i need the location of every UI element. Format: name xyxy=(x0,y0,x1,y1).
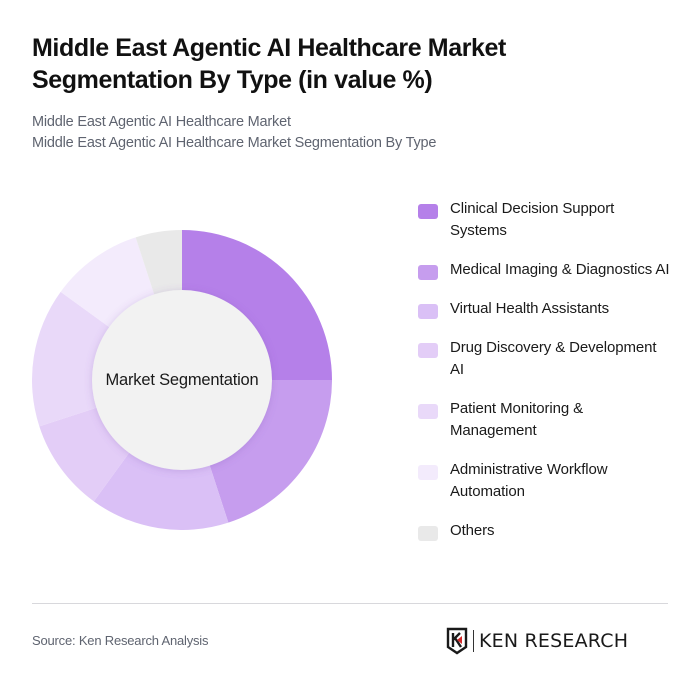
ken-research-shield-icon xyxy=(446,627,468,655)
legend-item[interactable]: Patient Monitoring & Management xyxy=(418,398,680,442)
legend-item[interactable]: Clinical Decision Support Systems xyxy=(418,198,680,242)
subtitle-line-2: Middle East Agentic AI Healthcare Market… xyxy=(32,135,437,151)
legend-label: Patient Monitoring & Management xyxy=(450,400,584,439)
legend-label: Drug Discovery & Development AI xyxy=(450,339,657,378)
legend-label: Medical Imaging & Diagnostics AI xyxy=(450,261,670,278)
legend-item[interactable]: Drug Discovery & Development AI xyxy=(418,337,680,381)
legend-swatch-icon xyxy=(418,465,438,480)
legend-label: Clinical Decision Support Systems xyxy=(450,200,615,239)
legend-item[interactable]: Medical Imaging & Diagnostics AI xyxy=(418,259,680,281)
legend-item[interactable]: Others xyxy=(418,520,680,542)
legend-label: Others xyxy=(450,522,495,539)
legend-swatch-icon xyxy=(418,265,438,280)
legend-swatch-icon xyxy=(418,404,438,419)
legend-label: Virtual Health Assistants xyxy=(450,300,609,317)
legend-swatch-icon xyxy=(418,304,438,319)
donut-svg xyxy=(32,230,332,530)
legend-swatch-icon xyxy=(418,343,438,358)
legend-swatch-icon xyxy=(418,204,438,219)
chart-title: Middle East Agentic AI Healthcare Market… xyxy=(32,34,506,94)
subtitle-line-1: Middle East Agentic AI Healthcare Market xyxy=(32,114,291,130)
donut-hole xyxy=(92,290,272,470)
donut-slice-clinical-decision-support-systems[interactable] xyxy=(182,230,332,380)
legend-swatch-icon xyxy=(418,526,438,541)
legend-item[interactable]: Administrative Workflow Automation xyxy=(418,459,680,503)
source-note: Source: Ken Research Analysis xyxy=(32,633,209,648)
donut-chart: Market Segmentation xyxy=(32,230,332,530)
legend-label: Administrative Workflow Automation xyxy=(450,461,608,500)
footer-divider xyxy=(32,603,668,604)
ken-research-logo: KEN RESEARCH xyxy=(446,626,628,656)
chart-subtitle: Middle East Agentic AI Healthcare Market… xyxy=(32,112,672,154)
legend-item[interactable]: Virtual Health Assistants xyxy=(418,298,680,320)
logo-wordmark: KEN RESEARCH xyxy=(479,630,629,652)
chart-legend: Clinical Decision Support Systems Medical… xyxy=(418,198,680,559)
donut-center-label: Market Segmentation xyxy=(105,370,259,389)
logo-separator xyxy=(473,630,474,652)
